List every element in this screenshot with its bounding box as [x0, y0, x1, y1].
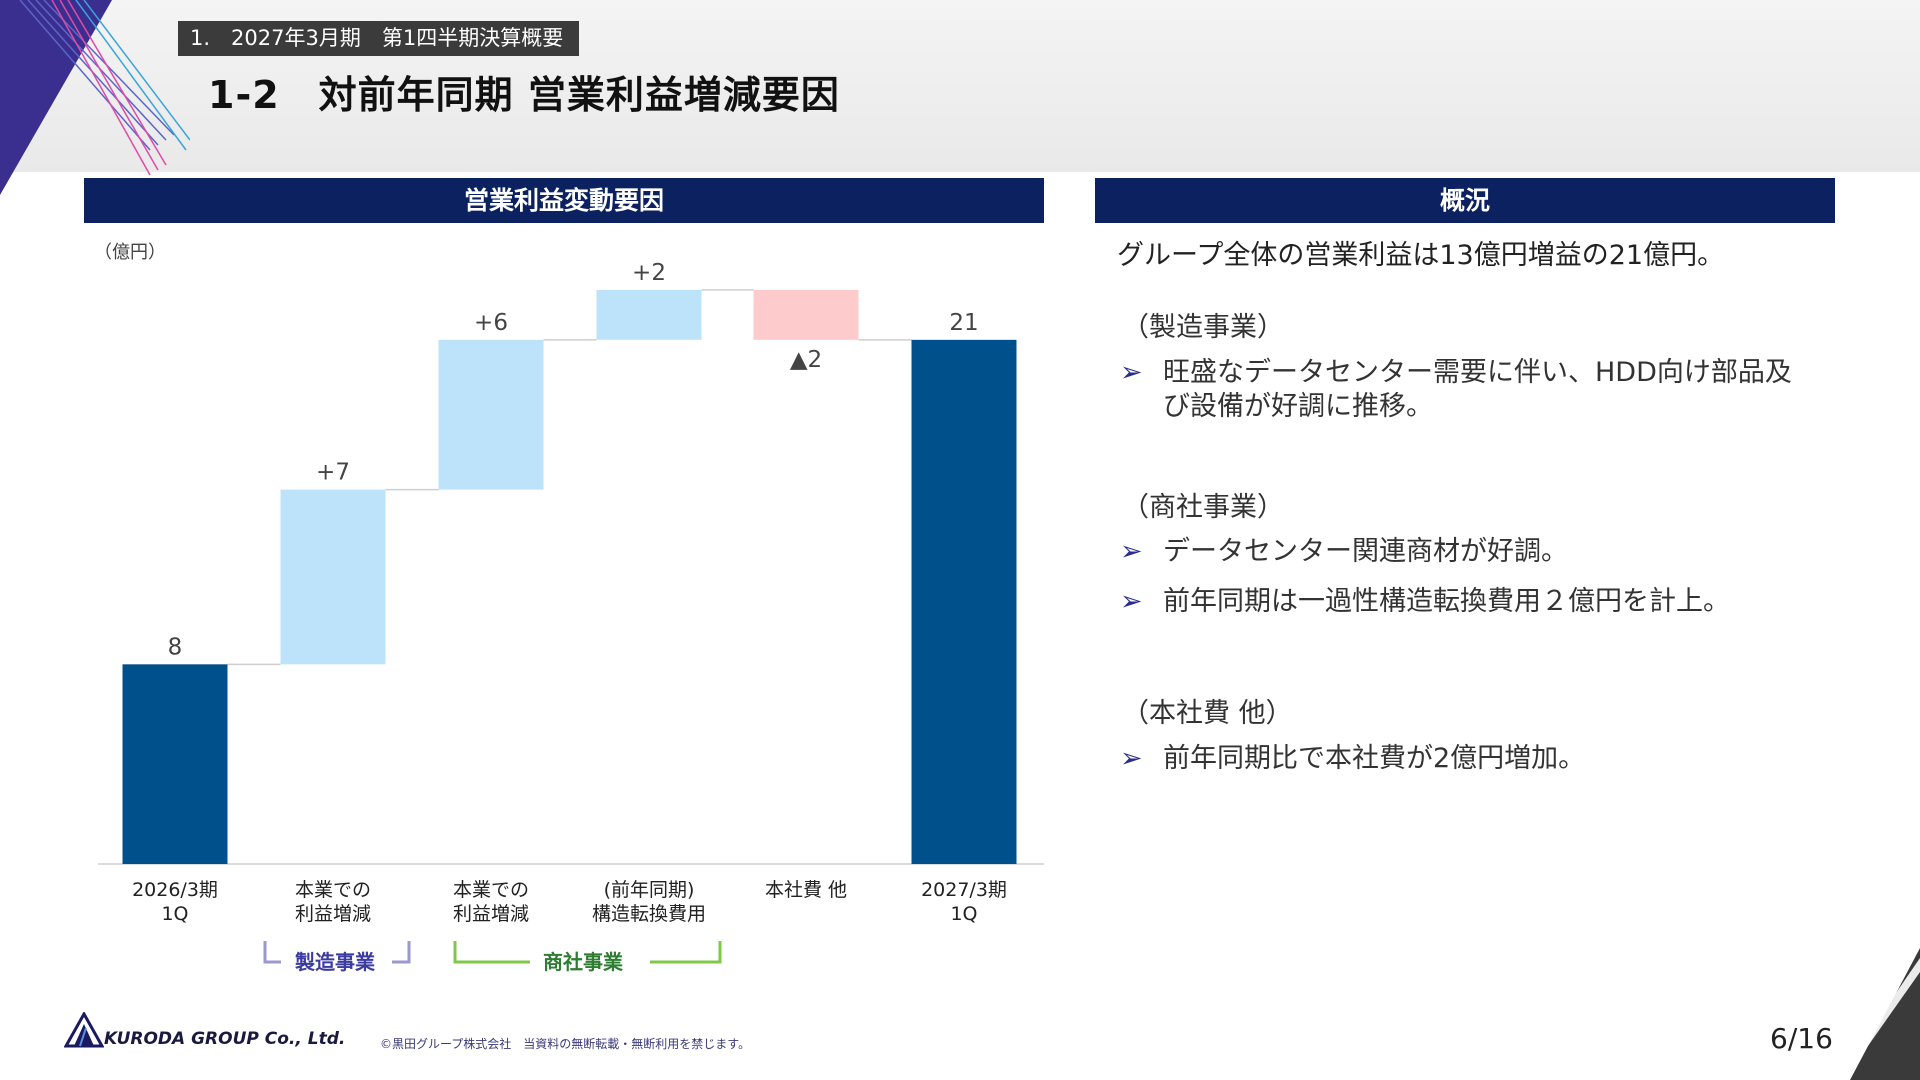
bullet-arrow-icon: ➢: [1120, 536, 1143, 567]
category-label: 本社費 他: [764, 879, 848, 901]
summary-bullet: ➢ 旺盛なデータセンター需要に伴い、HDD向け部品及び設備が好調に推移。: [1120, 356, 1810, 424]
page-title: 1-2 対前年同期 営業利益増減要因: [208, 73, 840, 117]
category-label: 2027/3期 1Q: [921, 879, 1007, 925]
page-number: 6/16: [1770, 1022, 1833, 1055]
summary-panel-header: 概況: [1095, 178, 1835, 223]
bracket-manufacturing-right: [392, 941, 411, 964]
logo-text: KURODA GROUP Co., Ltd.: [104, 1029, 346, 1049]
bullet-arrow-icon: ➢: [1120, 357, 1143, 388]
data-label-4: ▲2: [790, 347, 822, 373]
chart-panel-header: 営業利益変動要因: [84, 178, 1044, 223]
summary-bullet-text: データセンター関連商材が好調。: [1163, 536, 1568, 567]
category-label: 本業での 利益増減: [452, 879, 529, 925]
summary-bullet-text: 旺盛なデータセンター需要に伴い、HDD向け部品及び設備が好調に推移。: [1163, 357, 1792, 422]
data-label-3: +2: [632, 260, 666, 286]
bracket-trading-left: [453, 941, 530, 964]
copyright-notice: ©黒田グループ株式会社 当資料の無断転載・無断利用を禁じます。: [380, 1037, 751, 1051]
kuroda-logo-icon: [64, 1012, 104, 1048]
corner-decoration-bottom: [1840, 948, 1920, 1080]
category-label: (前年同期) 構造転換費用: [591, 879, 706, 925]
bar-1: [280, 489, 386, 665]
summary-bullet-text: 前年同期は一過性構造転換費用２億円を計上。: [1163, 586, 1730, 617]
category-label: 2026/3期 1Q: [132, 879, 218, 925]
data-label-0: 8: [168, 634, 183, 660]
bar-0: [122, 664, 228, 864]
group-label-trading: 商社事業: [543, 950, 623, 974]
corner-decoration: [0, 0, 190, 195]
bracket-manufacturing-left: [263, 941, 281, 964]
bar-3: [596, 289, 702, 340]
summary-section-title: （本社費 他）: [1122, 698, 1293, 729]
summary-bullet-text: 前年同期比で本社費が2億円増加。: [1163, 743, 1586, 774]
data-label-5: 21: [949, 310, 978, 336]
summary-section-title: （商社事業）: [1122, 492, 1284, 523]
group-label-manufacturing: 製造事業: [295, 950, 375, 974]
bar-5: [911, 339, 1017, 865]
bullet-arrow-icon: ➢: [1120, 743, 1143, 774]
summary-lead: グループ全体の営業利益は13億円増益の21億円。: [1117, 240, 1725, 271]
section-chip: 1. 2027年3月期 第1四半期決算概要: [178, 21, 580, 56]
summary-section-title: （製造事業）: [1122, 312, 1284, 343]
summary-bullet: ➢ 前年同期は一過性構造転換費用２億円を計上。: [1120, 585, 1810, 619]
data-label-1: +7: [316, 460, 350, 486]
unit-label: （億円）: [94, 242, 166, 263]
summary-bullet: ➢ データセンター関連商材が好調。: [1120, 535, 1810, 569]
category-label: 本業での 利益増減: [294, 879, 371, 925]
bar-2: [438, 339, 544, 490]
data-label-2: +6: [474, 310, 508, 336]
summary-bullet: ➢ 前年同期比で本社費が2億円増加。: [1120, 742, 1810, 776]
bullet-arrow-icon: ➢: [1120, 586, 1143, 617]
bracket-trading-right: [650, 941, 722, 964]
bar-4: [753, 289, 859, 340]
